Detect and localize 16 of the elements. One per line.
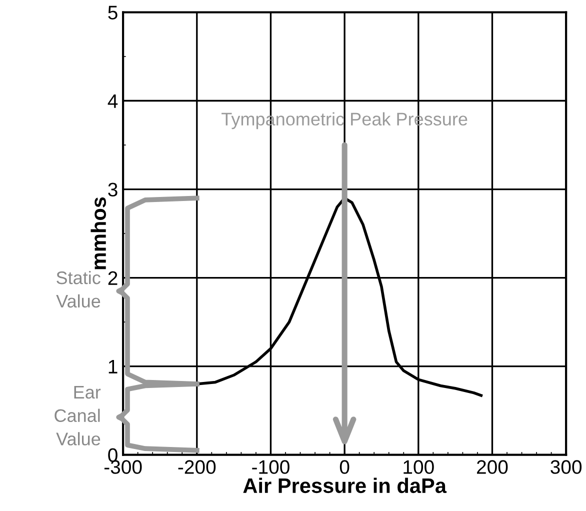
x-tick-label: -200 xyxy=(178,460,216,474)
y-tick-label: 1 xyxy=(108,360,118,374)
x-tick-label: 100 xyxy=(404,460,434,474)
y-tick-label: 3 xyxy=(108,182,118,197)
y-axis-title: mmhos xyxy=(90,197,106,270)
x-tick-label: -300 xyxy=(104,460,142,474)
y-tick-label: 2 xyxy=(108,271,118,285)
text: Ear Canal Value xyxy=(54,386,101,446)
y-tick-label: 5 xyxy=(108,6,118,20)
x-axis-title: Air Pressure in daPa xyxy=(243,478,447,494)
x-tick-label: -100 xyxy=(252,460,290,474)
y-tick-label: 4 xyxy=(108,94,118,108)
text: Static Value xyxy=(56,270,100,308)
x-tick-label: 300 xyxy=(550,460,582,474)
x-tick-label: 0 xyxy=(340,460,350,474)
x-tick-label: 200 xyxy=(477,460,508,474)
